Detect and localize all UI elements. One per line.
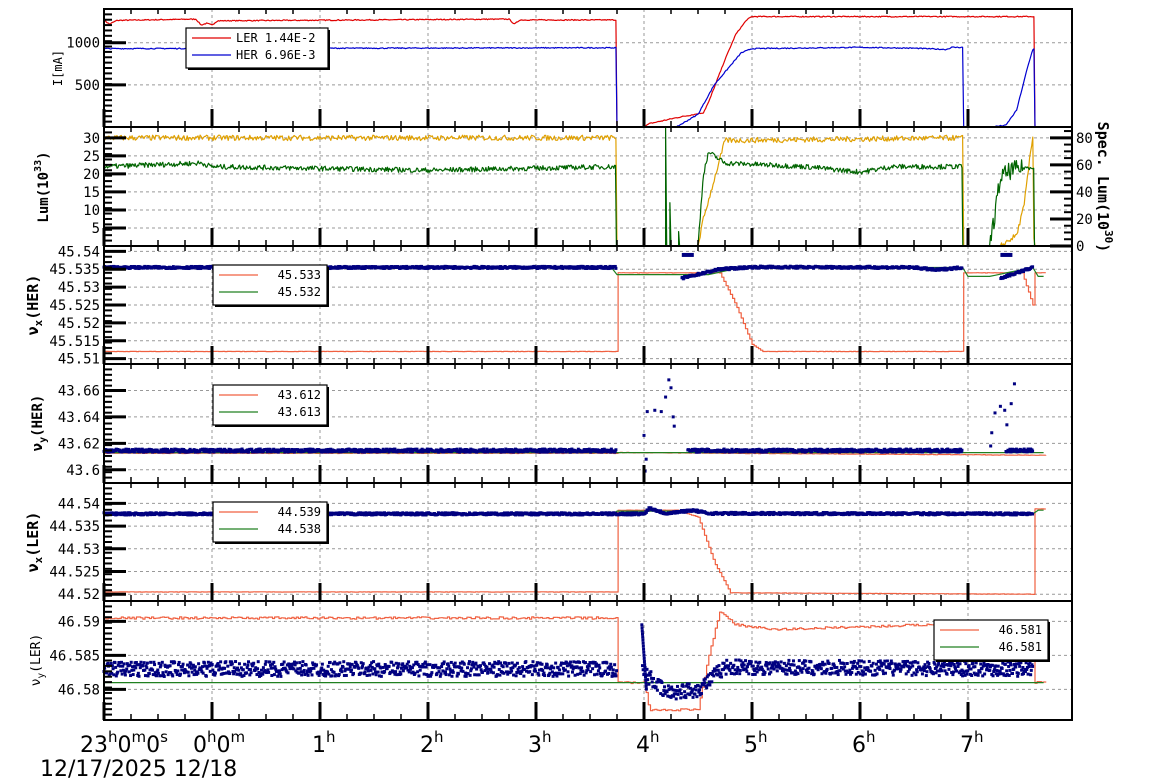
axis-title: νx(HER) xyxy=(24,275,45,336)
y-tick-label: 10 xyxy=(83,203,100,219)
y-tick-label: 5 xyxy=(92,221,100,237)
y2-tick-label: 60 xyxy=(1076,158,1093,174)
legend-entry: 44.539 xyxy=(278,505,321,519)
spec-lum-axis-title: Spec. Lum(1030) xyxy=(1094,122,1115,253)
y-tick-label: 46.58 xyxy=(58,682,100,698)
x-tick-label: 6h xyxy=(852,728,876,758)
y-tick-label: 46.59 xyxy=(58,614,100,630)
y-tick-label: 45.525 xyxy=(49,298,100,314)
y-tick-label: 44.52 xyxy=(58,587,100,603)
panel-frames xyxy=(102,8,1073,721)
y-tick-label: 45.54 xyxy=(58,244,100,260)
legend: 45.533 45.532 xyxy=(212,264,329,307)
legend-entry: 45.533 xyxy=(278,268,321,282)
y-tick-label: 500 xyxy=(75,78,100,94)
x-tick-label: 7h xyxy=(960,728,984,758)
legend-entry: 45.532 xyxy=(278,285,321,299)
legend-entry: 46.581 xyxy=(999,623,1042,637)
legend-entry: 43.613 xyxy=(278,405,321,419)
x-tick-label: 0h0m xyxy=(193,728,245,758)
y-tick-label: 43.62 xyxy=(58,436,100,452)
y-tick-label: 45.515 xyxy=(49,334,100,350)
legend-entry: LER 1.44E-2 xyxy=(236,31,315,45)
y-tick-label: 45.53 xyxy=(58,280,100,296)
legend: LER 1.44E-2 HER 6.96E-3 xyxy=(185,27,330,70)
y-tick-label: 45.51 xyxy=(58,352,100,368)
y-tick-label: 43.6 xyxy=(66,463,100,479)
y-tick-label: 45.52 xyxy=(58,316,100,332)
y2-tick-label: 0 xyxy=(1076,239,1084,255)
axis-titles: I[mA] Lum(1033) νx(HER) νy(HER) νx(LER) νy(LE… xyxy=(24,50,1115,686)
x-tick-label: 2h xyxy=(420,728,444,758)
x-tick-label: 4h xyxy=(636,728,660,758)
y2-tick-label: 40 xyxy=(1076,185,1093,201)
y-tick-label: 20 xyxy=(83,167,100,183)
x-tick-label: 3h xyxy=(528,728,552,758)
axis-title: νx(LER) xyxy=(24,512,45,573)
legend-entry: HER 6.96E-3 xyxy=(236,48,315,62)
y2-tick-label: 20 xyxy=(1076,212,1093,228)
legend-entry: 43.612 xyxy=(278,388,321,402)
y-tick-label: 44.535 xyxy=(49,519,100,535)
x-tick-label: 5h xyxy=(744,728,768,758)
axis-title: I[mA] xyxy=(51,50,65,86)
y-tick-label: 44.525 xyxy=(49,565,100,581)
y-tick-label: 1000 xyxy=(66,36,100,52)
axis-title: Lum(1033) xyxy=(33,151,52,222)
legends: LER 1.44E-2 HER 6.96E-3 45.533 45.532 43.612… xyxy=(185,27,1050,662)
legend: 44.539 44.538 xyxy=(212,501,329,544)
date-label: 12/17/2025 12/18 xyxy=(40,757,237,782)
x-tick-label: 23h0m0s xyxy=(80,728,168,758)
y-tick-label: 30 xyxy=(83,131,100,147)
legend: 46.581 46.581 xyxy=(933,619,1050,662)
y-tick-label: 25 xyxy=(83,149,100,165)
legend-entry: 44.538 xyxy=(278,522,321,536)
x-tick-label: 1h xyxy=(312,728,336,758)
y-tick-label: 44.53 xyxy=(58,542,100,558)
legend: 43.612 43.613 xyxy=(212,384,329,427)
legend-entry: 46.581 xyxy=(999,640,1042,654)
y-tick-label: 45.535 xyxy=(49,262,100,278)
y-tick-label: 43.66 xyxy=(58,383,100,399)
axis-title: νy(LER) xyxy=(29,634,47,687)
y-tick-label: 15 xyxy=(83,185,100,201)
y-tick-label: 44.54 xyxy=(58,496,100,512)
y2-tick-label: 80 xyxy=(1076,131,1093,147)
axis-title: νy(HER) xyxy=(30,395,49,452)
y-tick-label: 43.64 xyxy=(58,410,100,426)
y-tick-label: 46.585 xyxy=(49,648,100,664)
time-axis: 23h0m0s 0h0m 1h 2h 3h 4h 5h 6h 7h 12/17/2025 12/1… xyxy=(40,728,984,782)
y-axes: 500 1000 5 10 15 20 25 30 45.51 45.515 45.52 45.525… xyxy=(49,8,1093,721)
